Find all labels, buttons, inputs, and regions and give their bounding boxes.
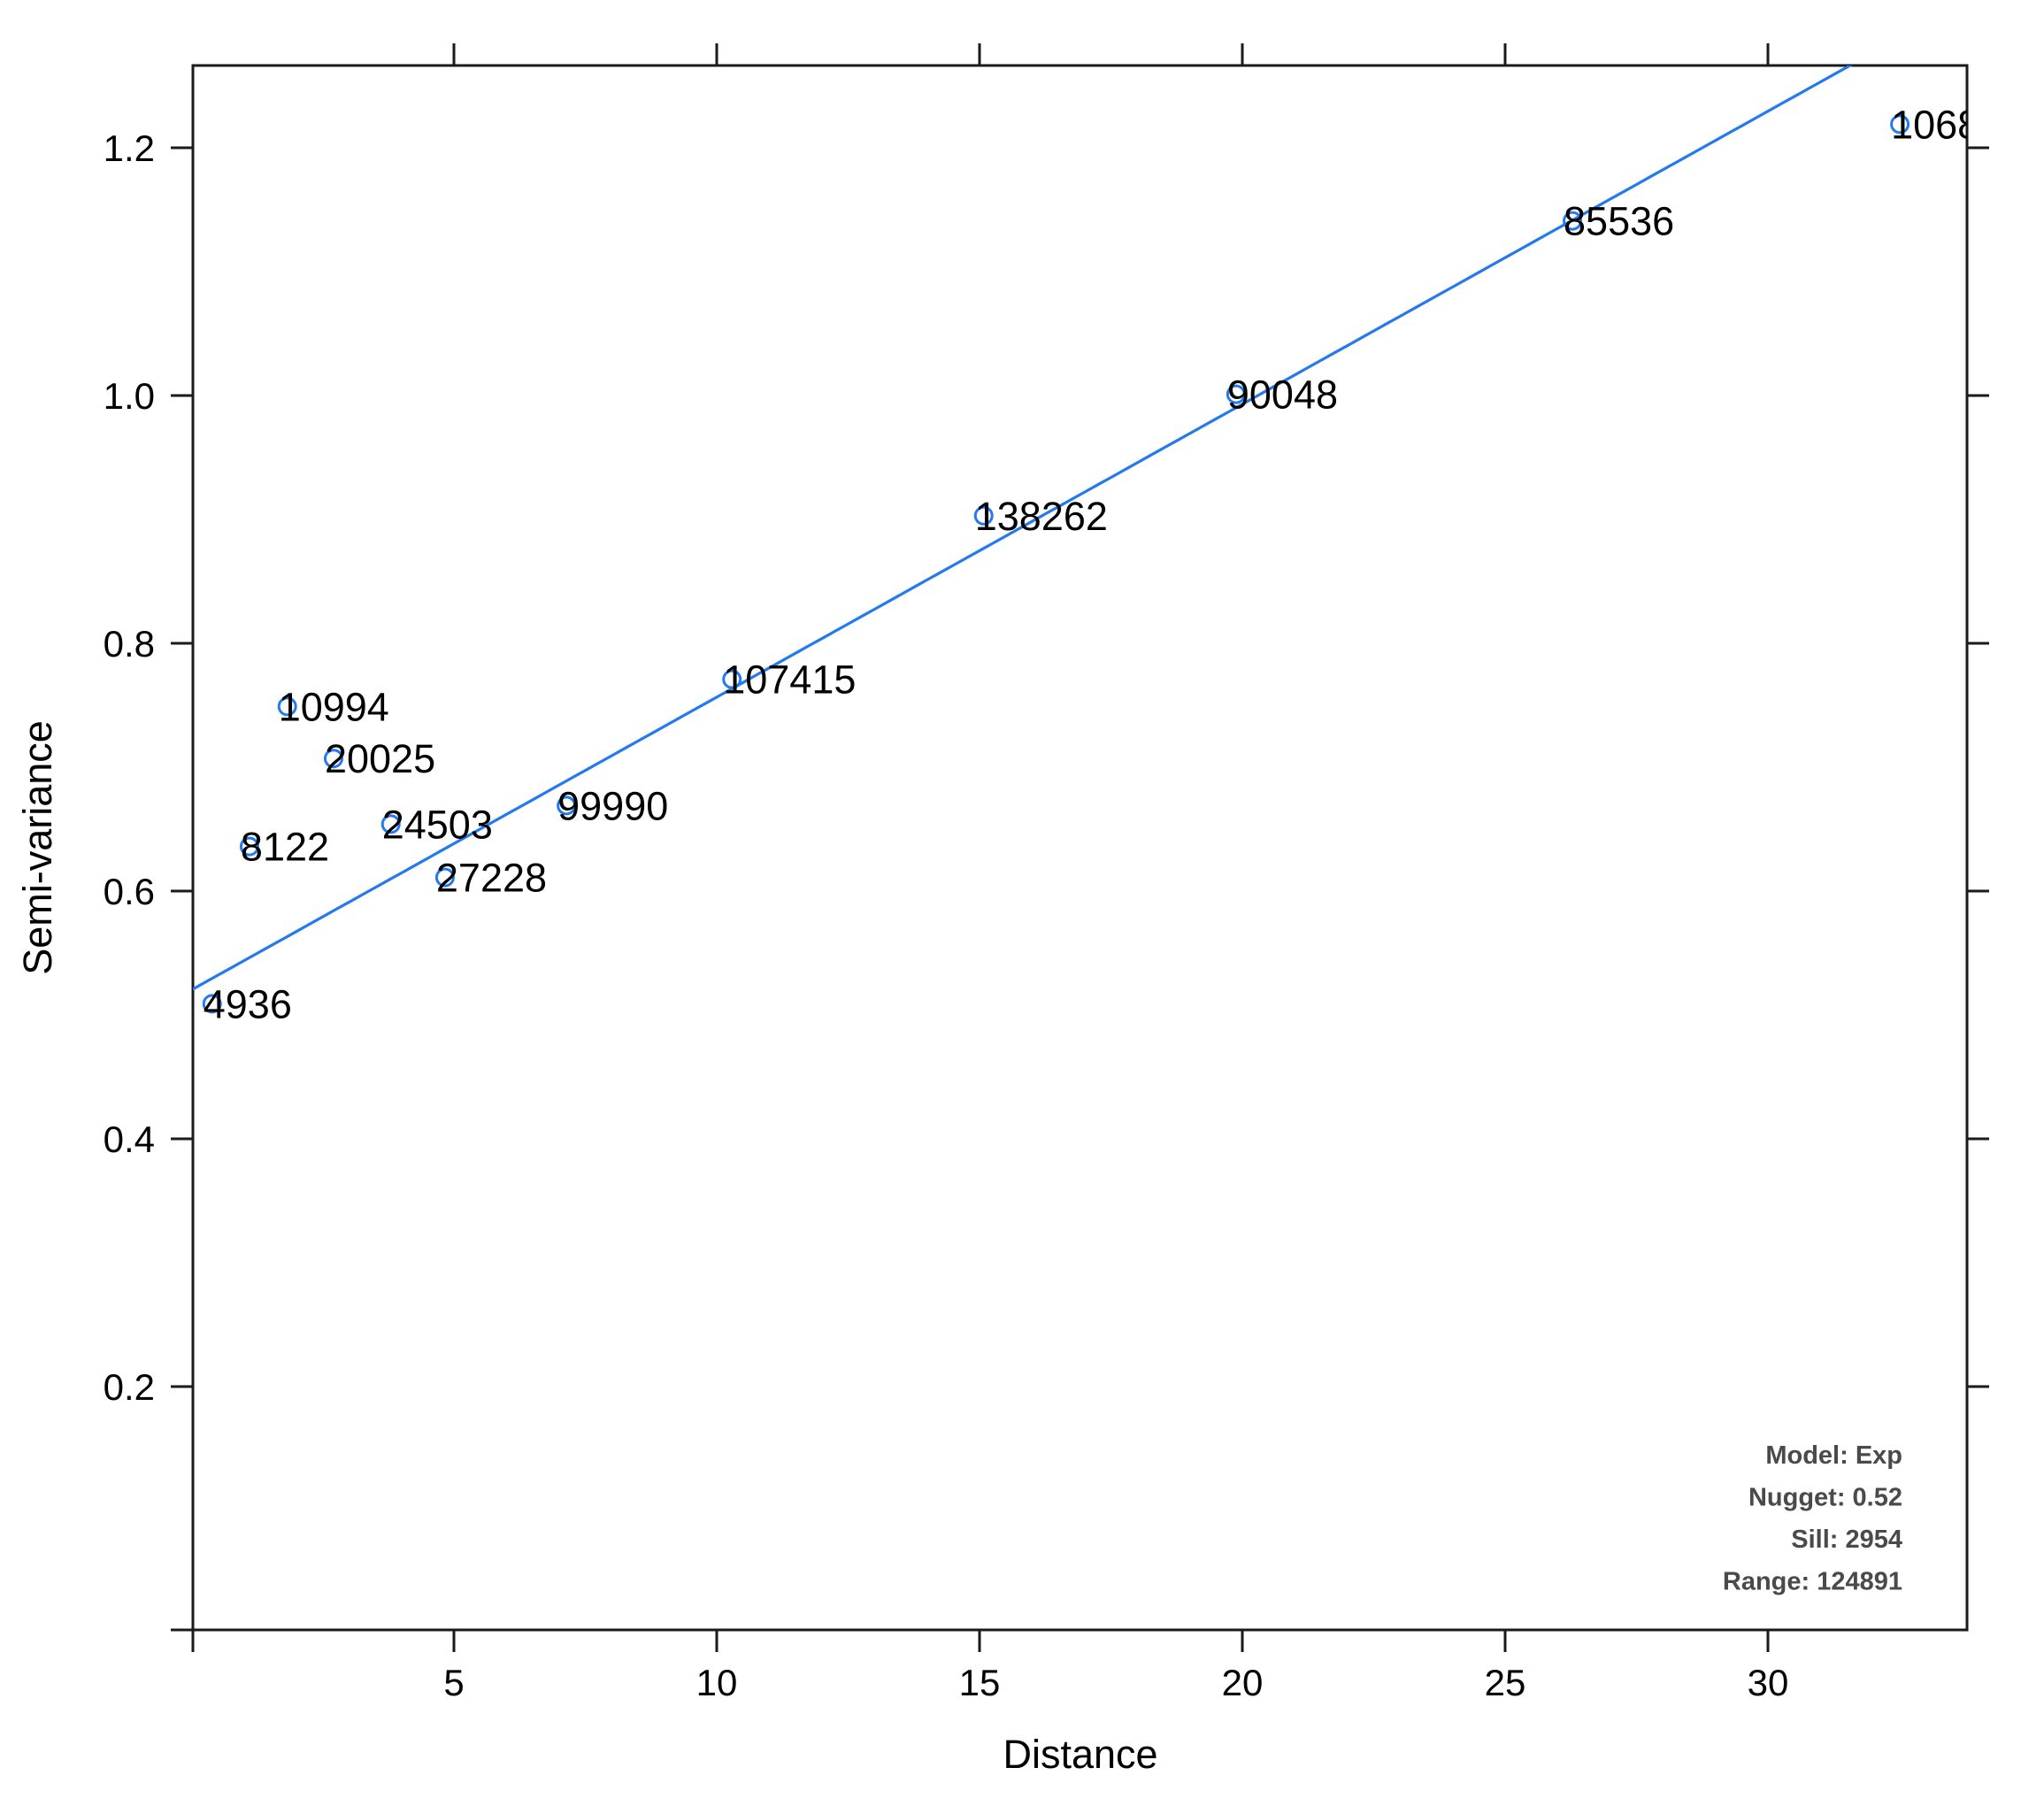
data-point <box>434 867 455 888</box>
point-label: 27228 <box>436 856 547 901</box>
data-point <box>277 696 297 717</box>
y-tick-label: 0.6 <box>104 871 155 912</box>
y-tick-label: 1.0 <box>104 375 155 417</box>
model-annotation-line: Range: 124891 <box>1723 1568 1902 1596</box>
model-annotation-line: Nugget: 0.52 <box>1748 1484 1902 1512</box>
point-label: 4936 <box>204 981 292 1026</box>
data-point <box>1563 211 1583 231</box>
point-label: 8122 <box>241 825 329 870</box>
point-label: 24503 <box>382 802 493 847</box>
data-point <box>323 749 343 769</box>
x-tick-label: 15 <box>959 1662 1001 1703</box>
y-tick-label: 0.2 <box>104 1366 155 1408</box>
data-point <box>973 505 994 526</box>
y-tick-label: 1.2 <box>104 127 155 169</box>
data-point <box>239 836 259 857</box>
point-label: 90048 <box>1227 373 1338 418</box>
y-tick-label: 0.8 <box>104 623 155 665</box>
data-point <box>202 994 222 1014</box>
data-point <box>380 814 401 834</box>
model-annotation: Model: Exp Nugget: 0.52 Sill: 2954 Range: 1… <box>1723 1441 1902 1596</box>
variogram-model-line <box>193 65 1854 991</box>
x-tick-label: 20 <box>1222 1662 1264 1703</box>
data-points <box>202 114 1910 1014</box>
y-tick-label: 0.4 <box>104 1118 155 1160</box>
y-axis-title: Semi-variance <box>15 720 60 975</box>
x-tick-label: 25 <box>1485 1662 1526 1703</box>
point-label: 20025 <box>325 736 435 781</box>
axis-tick-labels: 5 10 15 20 25 30 0.2 0.4 0.6 0.8 1.0 1.2 <box>104 127 1789 1703</box>
point-label: 10994 <box>279 684 389 729</box>
data-point <box>1226 384 1246 404</box>
model-annotation-line: Model: Exp <box>1765 1441 1902 1470</box>
data-point <box>1890 114 1910 134</box>
axis-ticks <box>171 43 1989 1652</box>
x-tick-label: 10 <box>696 1662 738 1703</box>
data-point <box>722 669 742 689</box>
point-label: 85536 <box>1564 199 1674 244</box>
x-axis-title: Distance <box>1003 1732 1157 1777</box>
model-annotation-line: Sill: 2954 <box>1791 1525 1902 1554</box>
point-label: 1068 <box>1891 102 1979 147</box>
point-label: 107415 <box>723 657 856 703</box>
model-line <box>193 65 1854 991</box>
plot-frame <box>191 64 1969 1632</box>
x-tick-label: 5 <box>443 1662 464 1703</box>
data-point <box>557 795 577 816</box>
point-label: 138262 <box>975 494 1108 539</box>
x-tick-label: 30 <box>1748 1662 1789 1703</box>
point-label: 99990 <box>557 783 668 828</box>
